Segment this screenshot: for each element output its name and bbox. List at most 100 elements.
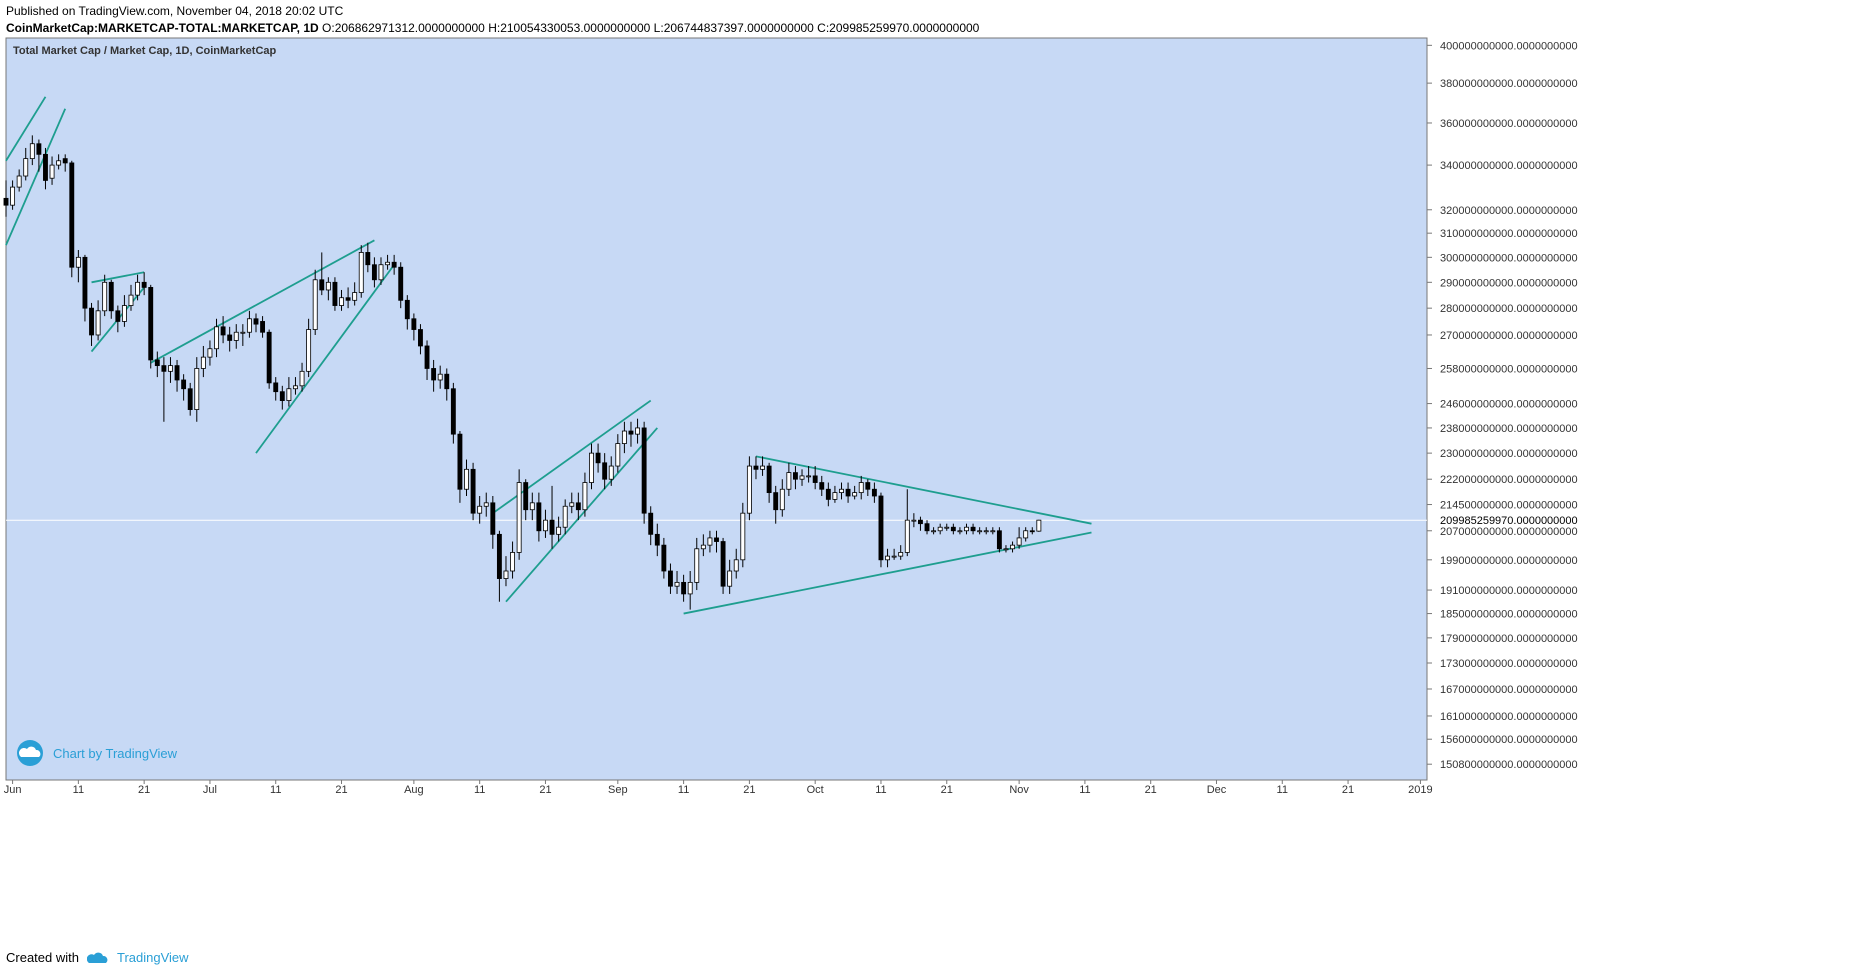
x-tick-label: 11	[875, 784, 886, 796]
candle	[207, 340, 213, 366]
candle	[878, 492, 884, 568]
candle	[891, 548, 897, 560]
candle	[575, 492, 581, 521]
candle	[648, 506, 654, 546]
candle-body	[569, 502, 575, 507]
candle-body	[108, 281, 114, 312]
candle	[418, 324, 423, 355]
candle-body	[819, 482, 825, 490]
candle-body	[102, 281, 108, 312]
candle-body	[516, 482, 522, 553]
candle-body	[990, 530, 996, 533]
candle	[562, 499, 568, 535]
candle-body	[154, 359, 160, 367]
candle-body	[825, 488, 831, 500]
symbol-label: CoinMarketCap:MARKETCAP-TOTAL:MARKETCAP,…	[6, 21, 319, 35]
candle-body	[602, 462, 608, 480]
candle-body	[404, 299, 410, 320]
candle	[319, 252, 325, 296]
candle	[194, 357, 200, 422]
candle	[608, 456, 614, 486]
candle-body	[69, 162, 75, 268]
trendline[interactable]	[91, 271, 145, 284]
candle-body	[996, 530, 1002, 550]
ohlc-values: O:206862971312.0000000000 H:210054330053…	[322, 21, 980, 35]
candle	[918, 516, 923, 531]
candle	[858, 475, 864, 500]
candle	[154, 351, 160, 378]
candle	[990, 527, 996, 535]
candle	[227, 326, 233, 352]
x-tick-label: 11	[1079, 784, 1090, 796]
candle-body	[885, 555, 890, 561]
trendline[interactable]	[683, 531, 1092, 615]
y-tick-label: 360000000000.0000000000	[1440, 118, 1578, 130]
candle	[911, 513, 917, 528]
candle	[983, 527, 989, 535]
chart-background	[5, 37, 1428, 781]
candle	[766, 462, 772, 503]
candle-body	[299, 370, 305, 387]
y-tick-label: 320000000000.0000000000	[1440, 205, 1578, 217]
candle-body	[727, 570, 733, 587]
trendline[interactable]	[5, 108, 67, 246]
x-axis[interactable]: Jun 11 21 Jul 11 21 Aug 11 21 Sep 11 21 Oct 11 21 Nov 11…	[4, 780, 1433, 796]
candle-body	[621, 430, 627, 444]
x-tick-label: 21	[138, 784, 150, 796]
candle-body	[56, 160, 62, 166]
trendline[interactable]	[5, 96, 47, 162]
candle-body	[753, 465, 759, 470]
candle-body	[714, 537, 719, 542]
candle	[214, 318, 219, 358]
candle	[345, 287, 351, 309]
candle	[437, 365, 443, 389]
candle-body	[858, 482, 864, 494]
candle-body	[931, 530, 937, 533]
candle-body	[3, 197, 9, 206]
candle	[621, 421, 627, 454]
x-tick-label: Dec	[1207, 784, 1227, 796]
y-tick-label: 340000000000.0000000000	[1440, 160, 1578, 172]
y-tick-label: 207000000000.0000000000	[1440, 526, 1578, 538]
y-axis[interactable]: 400000000000.0000000000 380000000000.0000…	[1427, 40, 1578, 771]
candle-body	[89, 307, 94, 336]
candle-body	[246, 318, 252, 333]
candle	[89, 302, 94, 346]
candle	[233, 324, 239, 349]
trendline[interactable]	[150, 239, 375, 364]
candle-body	[115, 310, 121, 322]
candle	[674, 571, 680, 594]
candle	[240, 324, 246, 346]
y-tick-label: 280000000000.0000000000	[1440, 303, 1578, 315]
y-tick-label: 167000000000.0000000000	[1440, 684, 1578, 696]
candle-body	[615, 443, 621, 467]
candle-body	[174, 365, 180, 381]
trendline[interactable]	[255, 264, 395, 454]
footer: Created with TradingView	[6, 950, 189, 965]
candle-body	[227, 334, 233, 341]
x-tick-label: Sep	[608, 784, 628, 796]
candle	[490, 496, 496, 549]
trendline[interactable]	[505, 427, 658, 603]
candle	[312, 269, 318, 335]
candle-body	[628, 430, 634, 435]
y-tick-label: 191000000000.0000000000	[1440, 585, 1578, 597]
candle-body	[503, 570, 509, 579]
candle-body	[786, 472, 792, 490]
candle-body	[391, 261, 397, 268]
candle-body	[944, 526, 950, 529]
candle	[1023, 527, 1029, 542]
candle-body	[529, 502, 535, 511]
candle	[812, 466, 818, 490]
candle	[404, 295, 410, 330]
candle	[141, 272, 147, 296]
tradingview-watermark[interactable]: Chart by TradingView	[17, 740, 178, 766]
candle-body	[450, 388, 456, 435]
candle-body	[29, 143, 35, 160]
tradingview-link[interactable]: TradingView	[116, 950, 189, 965]
candle	[168, 357, 173, 383]
candle-body	[95, 310, 101, 336]
trendline[interactable]	[755, 455, 1092, 525]
candle	[187, 382, 193, 416]
